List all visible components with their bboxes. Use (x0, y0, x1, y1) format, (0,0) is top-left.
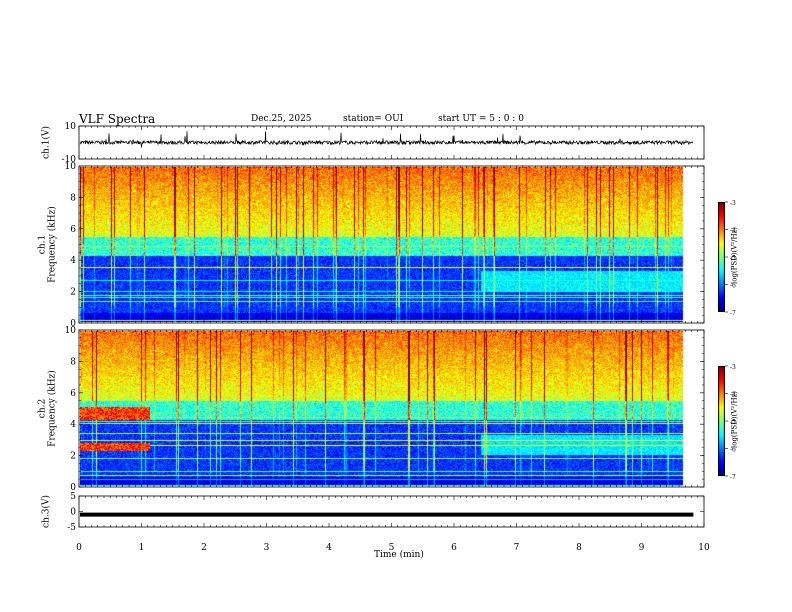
ch1-colorbar (718, 202, 725, 312)
ch2-spectrogram-y-tick-label: 8 (70, 357, 76, 367)
colorbar-tick-label: -4 (730, 392, 736, 399)
panel-frame-4 (78, 495, 705, 528)
x-tick-label: 6 (451, 543, 457, 553)
panel-frame-2 (78, 165, 705, 324)
x-tick-label: 2 (201, 543, 207, 553)
colorbar-tick-label: -3 (730, 364, 736, 371)
x-tick-label: 1 (139, 543, 145, 553)
colorbar-tick-label: -5 (730, 419, 736, 426)
ch2-spectrogram-y-tick-label: 4 (70, 420, 76, 430)
ch1-waveform-y-tick-label: -10 (62, 155, 77, 165)
x-tick-label: 0 (76, 543, 82, 553)
station-label: station= OUI (343, 114, 404, 124)
ch2-spectrogram-y-tick-label: 10 (65, 326, 77, 336)
x-axis-label: Time (min) (374, 550, 424, 560)
x-tick-label: 3 (264, 543, 270, 553)
date-label: Dec.25, 2025 (251, 114, 312, 124)
ch2-spectrogram-y-tick-label: 6 (70, 389, 76, 399)
ch1-colorbar-label: log(PSD)(V²/Hz) (730, 227, 739, 284)
ch1-waveform-y-tick-label: 10 (65, 122, 77, 132)
ch3-waveform-y-tick-label: 0 (70, 508, 76, 518)
ch1-spectrogram-ylabel-frequency: Frequency (kHz) (47, 206, 58, 283)
colorbar-tick-label: -4 (730, 228, 736, 235)
ch2-spectrogram-ylabel-frequency: Frequency (kHz) (47, 370, 58, 447)
x-tick-label: 9 (639, 543, 645, 553)
ch1-waveform-line (79, 131, 694, 148)
colorbar-tick-label: -3 (730, 200, 736, 207)
ch3-waveform-ylabel: ch.3(V) (41, 495, 52, 528)
ch3-waveform-y-tick-label: 5 (70, 492, 76, 502)
ch2-spectrogram (80, 331, 693, 486)
colorbar-tick-label: -7 (730, 310, 736, 317)
ch1-spectrogram-y-tick-label: 6 (70, 225, 76, 235)
ch1-spectrogram-y-tick-label: 4 (70, 256, 76, 266)
ch1-spectrogram (80, 167, 693, 322)
colorbar-tick-label: -5 (730, 255, 736, 262)
colorbar-tick-label: -7 (730, 474, 736, 481)
x-tick-label: 4 (326, 543, 332, 553)
ch2-colorbar-label: log(PSD)(V²/Hz) (730, 391, 739, 448)
ch2-spectrogram-ylabel-channel: ch.2 (37, 398, 48, 419)
ch1-spectrogram-y-tick-label: 2 (70, 288, 76, 298)
ch1-spectrogram-ylabel-channel: ch.1 (37, 234, 48, 255)
ch1-waveform-ylabel: ch.1(V) (41, 126, 52, 159)
ch3-waveform-y-tick-label: -5 (67, 523, 76, 533)
ch2-colorbar (718, 366, 725, 476)
ch1-spectrogram-y-tick-label: 10 (65, 162, 77, 172)
x-tick-label: 7 (514, 543, 520, 553)
x-tick-label: 8 (576, 543, 582, 553)
chart-title: VLF Spectra (79, 112, 156, 126)
colorbar-tick-label: -6 (730, 447, 736, 454)
start-time-label: start UT = 5 : 0 : 0 (438, 114, 524, 124)
ch1-spectrogram-y-tick-label: 8 (70, 193, 76, 203)
ch2-spectrogram-y-tick-label: 0 (70, 483, 76, 493)
ch2-spectrogram-y-tick-label: 2 (70, 452, 76, 462)
panel-frame-3 (78, 329, 705, 488)
colorbar-tick-label: -6 (730, 283, 736, 290)
x-tick-label: 5 (389, 543, 395, 553)
ch1-spectrogram-y-tick-label: 0 (70, 319, 76, 329)
x-tick-label: 10 (698, 543, 710, 553)
